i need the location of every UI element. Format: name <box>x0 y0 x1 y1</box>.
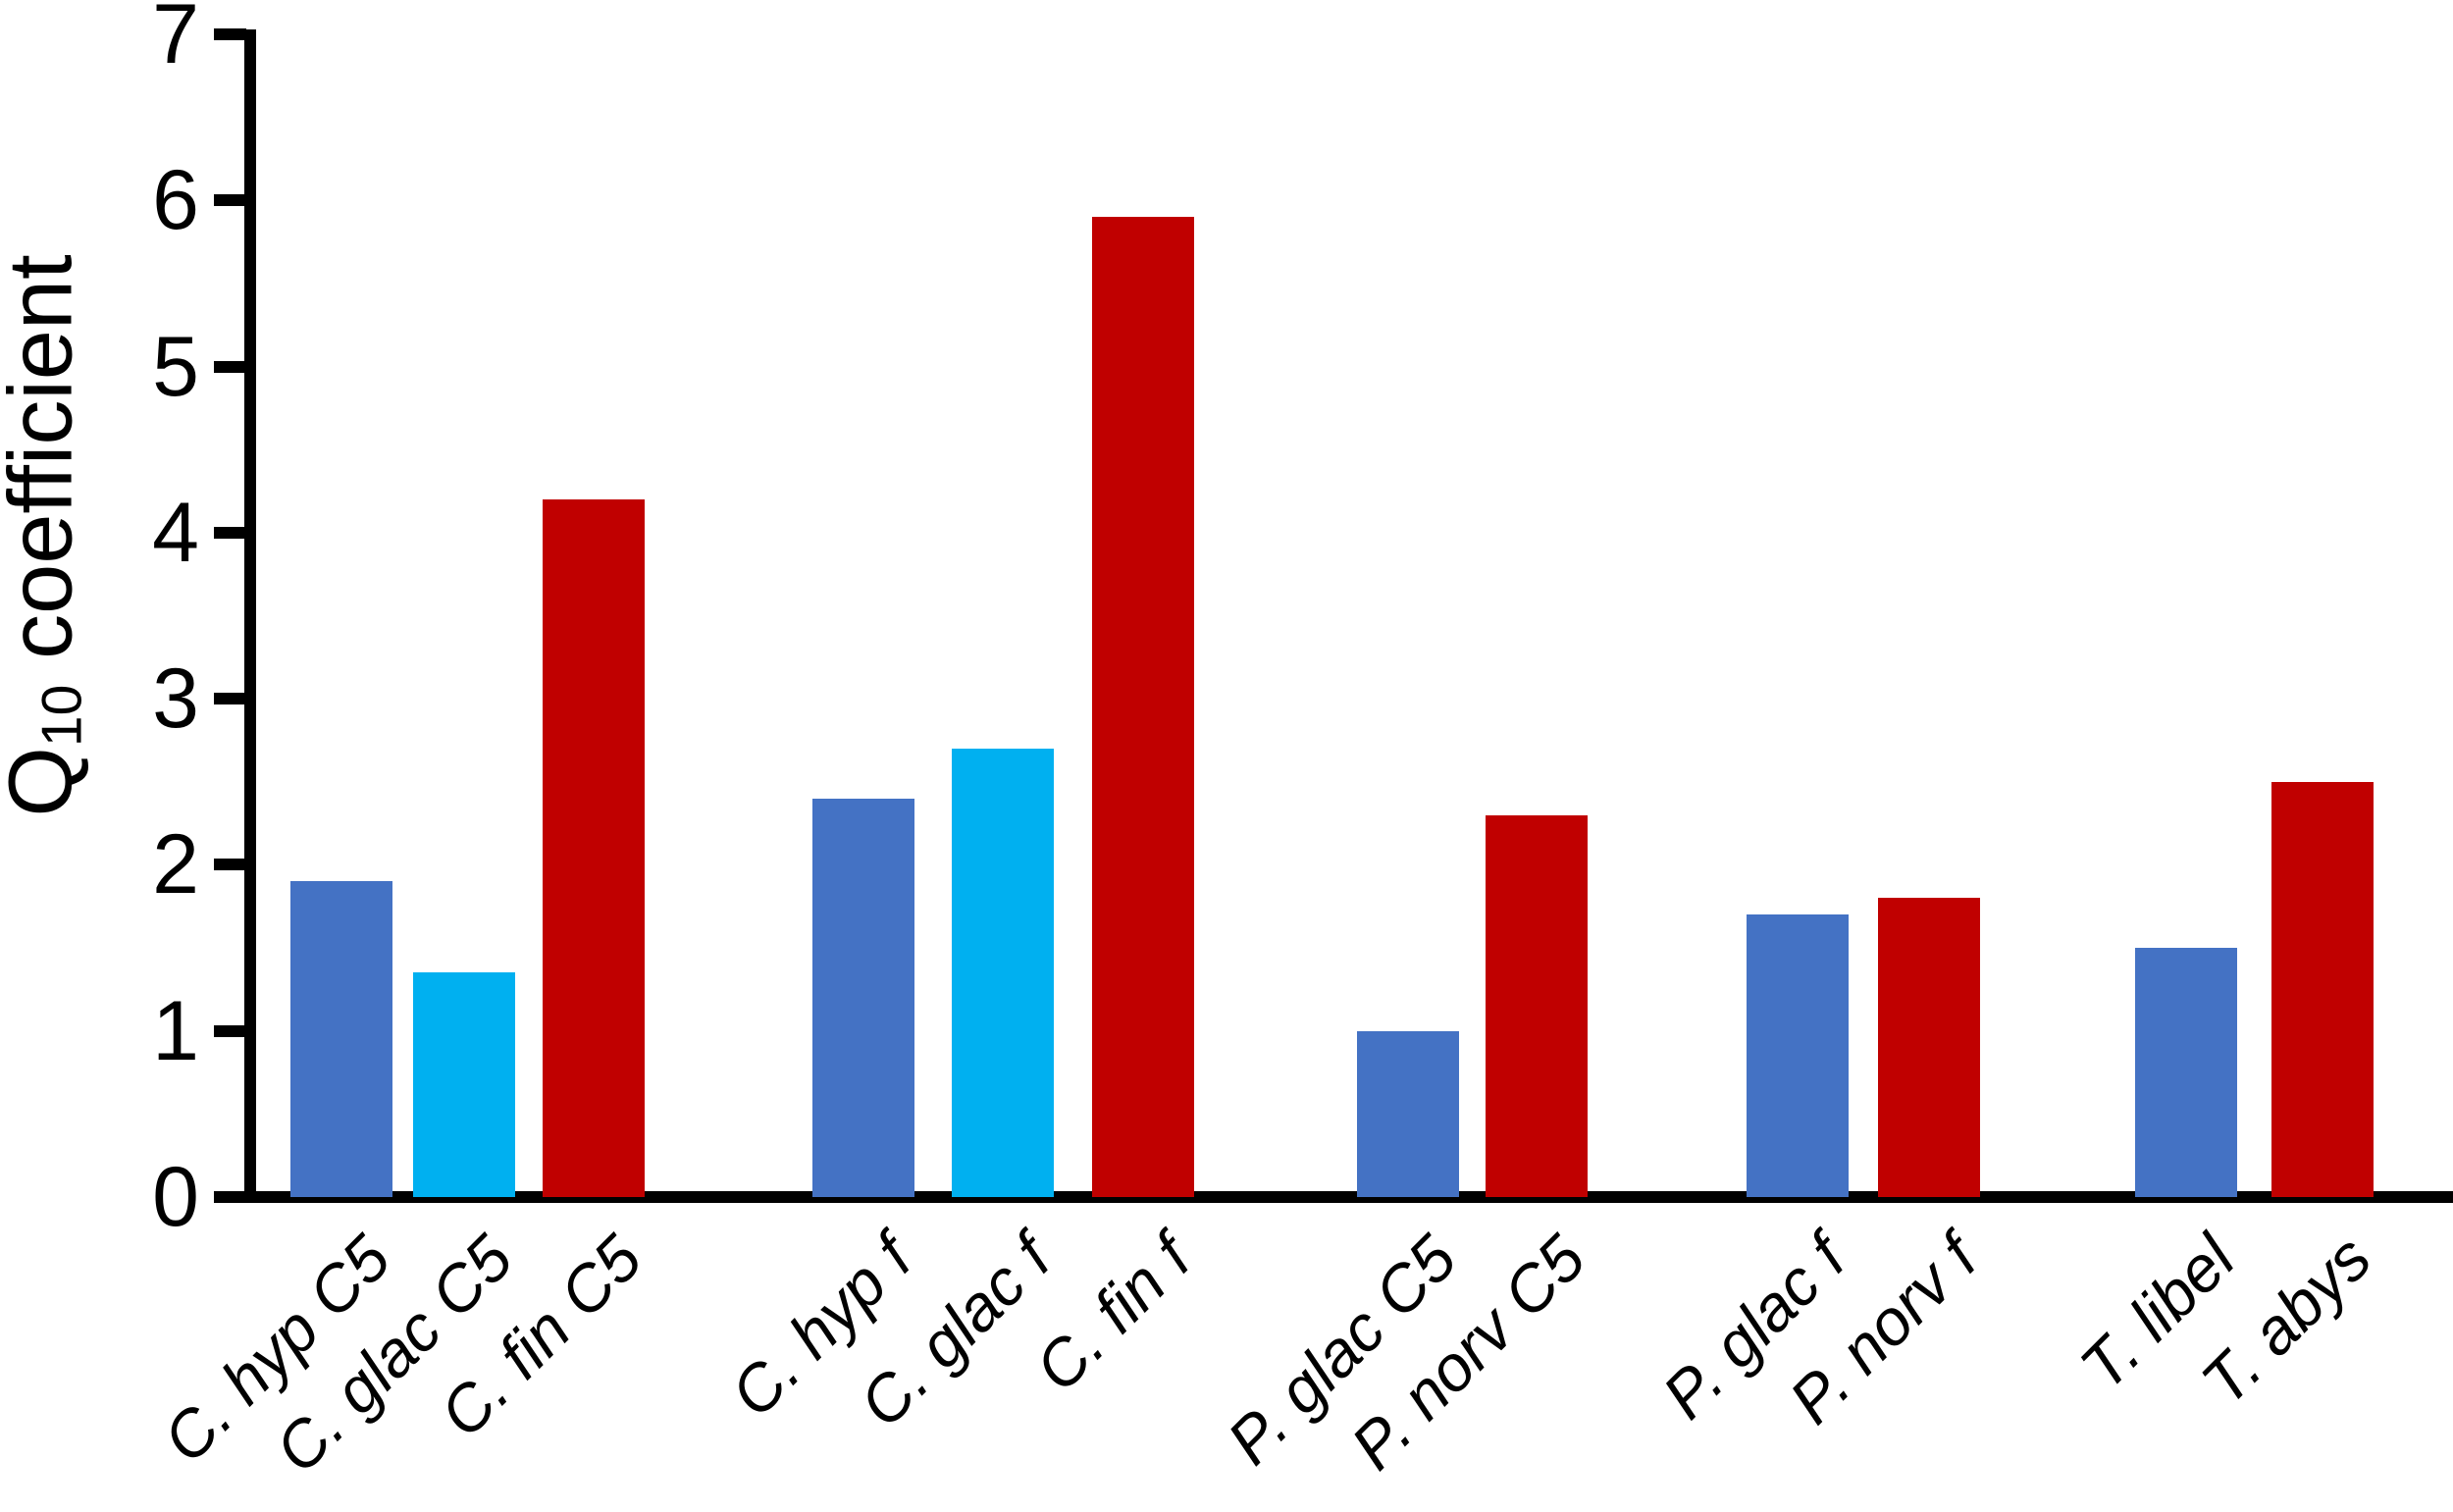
y-tick-label-0: 0 <box>152 1150 199 1244</box>
bar-c-hyp-f <box>812 798 914 1197</box>
y-tick-mark-7 <box>214 27 246 40</box>
y-tick-mark-2 <box>214 859 246 871</box>
bar-p-norv-c5 <box>1486 814 1588 1197</box>
bar-c-glac-c5 <box>413 972 515 1197</box>
y-tick-mark-0 <box>214 1191 246 1203</box>
y-tick-mark-6 <box>214 194 246 207</box>
bar-p-glac-c5 <box>1357 1030 1459 1197</box>
y-tick-label-6: 6 <box>152 153 199 248</box>
bar-p-norv-f <box>1878 898 1980 1197</box>
y-tick-label-2: 2 <box>152 817 199 912</box>
y-tick-label-1: 1 <box>152 983 199 1078</box>
x-label-c-fin-f: C. fin f <box>1020 1221 1205 1405</box>
bar-c-hyp-c5 <box>290 881 392 1197</box>
y-tick-mark-5 <box>214 360 246 373</box>
y-tick-mark-3 <box>214 693 246 705</box>
y-tick-label-3: 3 <box>152 652 199 747</box>
y-axis-title-base: Q <box>0 747 91 817</box>
y-tick-label-7: 7 <box>152 0 199 81</box>
y-axis-title-rest: coefficient <box>0 254 91 659</box>
bar-t-libel <box>2135 948 2237 1197</box>
bar-c-fin-c5 <box>543 498 645 1197</box>
y-tick-mark-1 <box>214 1024 246 1037</box>
bar-c-glac-f <box>952 748 1054 1197</box>
y-axis-line <box>244 29 256 1203</box>
bar-t-abys <box>2271 781 2374 1197</box>
y-tick-label-4: 4 <box>152 485 199 580</box>
y-tick-mark-4 <box>214 526 246 539</box>
y-tick-label-5: 5 <box>152 319 199 414</box>
bar-p-glac-f <box>1747 914 1849 1197</box>
bar-c-fin-f <box>1092 217 1194 1197</box>
